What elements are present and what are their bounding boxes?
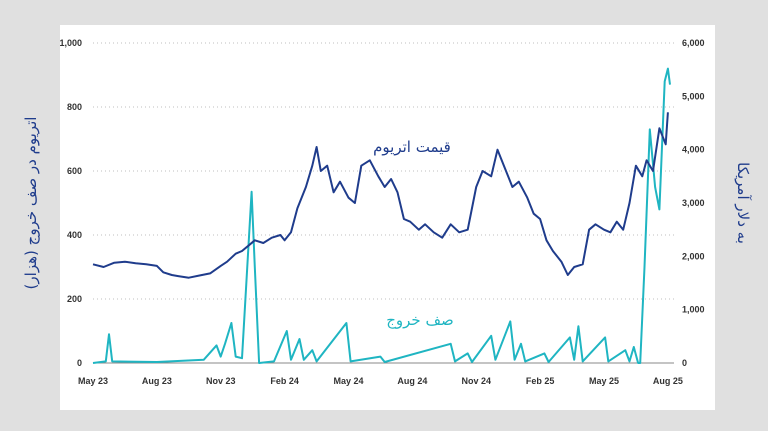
x-tick-label: Nov 24 (461, 376, 491, 386)
x-tick-label: Aug 25 (653, 376, 683, 386)
x-tick-label: Feb 24 (270, 376, 299, 386)
right-axis-title: به دلار آمریکا (734, 162, 752, 244)
right-tick-label: 6,000 (682, 38, 705, 48)
series-lines (92, 67, 671, 364)
right-tick-label: 2,000 (682, 251, 705, 261)
left-axis-title: اتریوم در صف خروج (هزار) (22, 117, 41, 290)
right-tick-label: 0 (682, 358, 687, 368)
left-tick-label: 800 (67, 102, 82, 112)
left-tick-label: 1,000 (59, 38, 82, 48)
eth-price-line (92, 112, 669, 279)
left-tick-label: 600 (67, 166, 82, 176)
gridlines (93, 42, 674, 364)
left-tick-label: 0 (77, 358, 82, 368)
chart-panel (60, 25, 715, 410)
x-tick-label: May 24 (333, 376, 363, 386)
x-tick-label: Nov 23 (206, 376, 236, 386)
left-tick-label: 400 (67, 230, 82, 240)
x-tick-label: May 23 (78, 376, 108, 386)
x-tick-label: Feb 25 (526, 376, 555, 386)
x-tick-label: Aug 23 (142, 376, 172, 386)
x-tick-label: May 25 (589, 376, 619, 386)
exit-queue-line (92, 67, 671, 364)
right-tick-label: 3,000 (682, 198, 705, 208)
tick-labels: 0 200 400 600 800 1,000 0 1,000 2,000 3,000 4,000 5… (59, 38, 704, 386)
x-tick-label: Aug 24 (397, 376, 427, 386)
annotation-eth-price: قیمت اتریوم (373, 138, 451, 156)
annotation-exit-queue: صف خروج (386, 311, 454, 330)
right-tick-label: 1,000 (682, 305, 705, 315)
right-tick-label: 4,000 (682, 145, 705, 155)
left-tick-label: 200 (67, 294, 82, 304)
right-tick-label: 5,000 (682, 91, 705, 101)
